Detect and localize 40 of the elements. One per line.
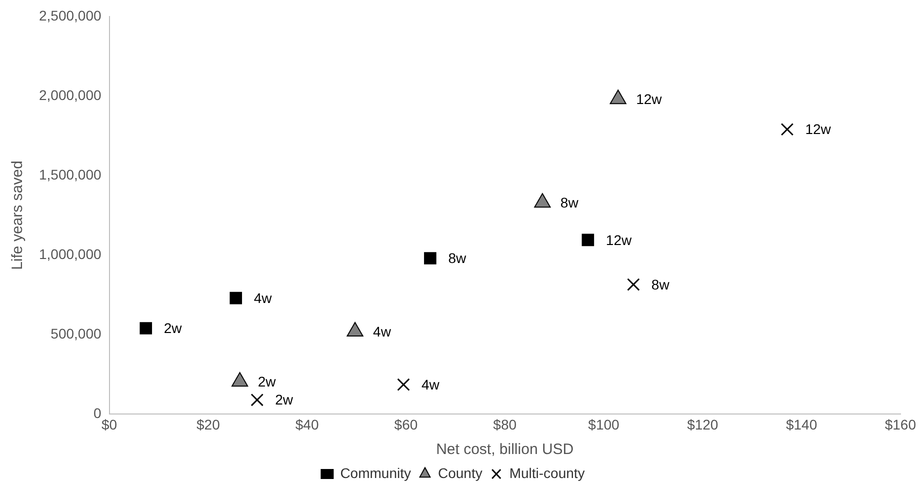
annotation: 4w [254,290,273,306]
point [397,378,410,392]
annotation: 8w [560,194,580,210]
annotation: 4w [421,376,440,392]
point [140,322,152,334]
x-tick-label: $160 [884,416,916,432]
y-tick-label: 1,500,000 [38,166,102,182]
annotation: 12w [636,91,663,107]
y-tick-label: 1,000,000 [38,246,102,262]
annotation: 12w [606,232,632,248]
legend-label: Multi-county [509,464,585,481]
legend-label: County [438,464,482,481]
annotation: 12w [805,121,832,138]
annotation: 2w [164,320,183,336]
x-tick-label: $140 [786,416,818,432]
annotation: 2w [258,373,277,390]
point [230,292,242,304]
y-tick-label: 500,000 [50,326,102,342]
y-tick-label: 2,000,000 [38,86,102,103]
legend-label: Community [340,464,411,481]
point [582,234,594,246]
x-tick-label: $60 [394,416,418,432]
annotation: 2w [275,392,294,408]
x-tick-label: $80 [493,416,517,432]
y-axis-title: Life years saved [9,160,26,270]
point [424,252,436,264]
x-tick-label: $0 [101,416,118,432]
x-tick-label: $20 [196,416,220,432]
y-tick-label: 0 [93,405,102,422]
x-tick-label: $40 [295,416,319,432]
annotation: 4w [373,323,392,340]
y-tick-label: 2,500,000 [38,7,102,24]
x-axis-title: Net cost, billion USD [436,441,574,458]
point [627,278,640,291]
x-tick-label: $120 [687,416,718,432]
annotation: 8w [448,250,467,266]
point [250,393,264,406]
point [780,122,794,136]
annotation: 8w [651,276,670,292]
x-tick-label: $100 [588,416,620,432]
